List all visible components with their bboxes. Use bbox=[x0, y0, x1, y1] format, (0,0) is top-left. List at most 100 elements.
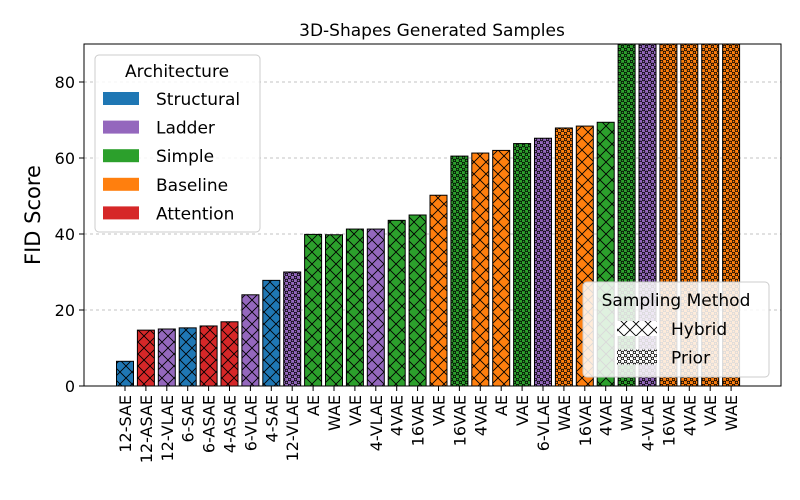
bar bbox=[262, 279, 281, 386]
legend-label: Structural bbox=[156, 90, 240, 110]
x-tick-label: 6-VLAE bbox=[241, 395, 260, 451]
bar bbox=[471, 152, 490, 386]
y-tick-label: 20 bbox=[55, 301, 75, 320]
x-tick-label: 6-SAE bbox=[179, 395, 198, 442]
legend-swatch bbox=[103, 92, 139, 105]
chart-title: 3D-Shapes Generated Samples bbox=[299, 21, 565, 41]
bar-hatch bbox=[534, 137, 552, 386]
bar-hatch bbox=[116, 360, 134, 386]
y-axis-label: FID Score bbox=[21, 165, 45, 265]
legend-sampling-title: Sampling Method bbox=[602, 291, 751, 311]
legend-pattern-swatch bbox=[617, 321, 657, 336]
x-tick-label: VAE bbox=[346, 395, 365, 426]
legend-label: Hybrid bbox=[671, 320, 727, 340]
x-tick-label: VAE bbox=[430, 395, 449, 426]
bar-hatch bbox=[241, 294, 260, 386]
x-tick-label: 4-VLAE bbox=[367, 395, 386, 451]
bar bbox=[513, 143, 532, 386]
bar bbox=[220, 321, 239, 386]
x-tick-label: 16VAE bbox=[659, 395, 678, 446]
bar bbox=[366, 228, 385, 386]
x-tick-label: 4VAE bbox=[597, 395, 616, 436]
bar-hatch bbox=[345, 228, 364, 386]
legend-label: Prior bbox=[671, 349, 710, 369]
y-tick-label: 0 bbox=[65, 377, 75, 396]
bar bbox=[199, 325, 218, 386]
bar-hatch bbox=[554, 127, 573, 386]
bar bbox=[178, 327, 197, 386]
y-tick-label: 60 bbox=[55, 149, 75, 168]
bar-hatch bbox=[429, 194, 448, 386]
legend-sampling: Sampling Method Hybrid Prior bbox=[582, 281, 770, 378]
x-tick-label: 6-ASAE bbox=[200, 395, 219, 453]
bar-hatch bbox=[408, 214, 427, 386]
y-tick-label: 40 bbox=[55, 225, 75, 244]
bar-hatch bbox=[304, 233, 323, 386]
x-tick-label: 4-VLAE bbox=[639, 395, 658, 451]
x-tick-label: 12-VLAE bbox=[158, 395, 177, 461]
bar-hatch bbox=[283, 271, 302, 386]
bar-hatch bbox=[199, 325, 218, 386]
y-axis: 0 20 40 60 80 bbox=[55, 73, 84, 396]
legend-label: Ladder bbox=[156, 119, 215, 139]
bar bbox=[429, 194, 448, 386]
legend-swatch bbox=[103, 120, 139, 134]
x-tick-label: AE bbox=[304, 395, 323, 416]
x-tick-label: VAE bbox=[701, 395, 720, 426]
x-tick-label: 16VAE bbox=[409, 395, 428, 446]
bar-hatch bbox=[325, 234, 343, 386]
x-tick-label: 12-VLAE bbox=[283, 395, 302, 461]
bar-hatch bbox=[262, 279, 281, 386]
bar bbox=[450, 155, 469, 386]
bar-hatch bbox=[450, 155, 469, 386]
legend-label: Simple bbox=[156, 147, 214, 167]
bar bbox=[136, 329, 155, 386]
bar-hatch bbox=[492, 149, 511, 386]
legend-architecture: Architecture Structural Ladder Simple Basel… bbox=[94, 54, 261, 233]
bar-hatch bbox=[178, 327, 197, 386]
bar-hatch bbox=[513, 143, 532, 386]
x-tick-label: 16VAE bbox=[450, 395, 469, 446]
bar bbox=[304, 233, 323, 386]
bar-hatch bbox=[471, 152, 490, 386]
bar bbox=[283, 271, 302, 386]
y-tick-label: 80 bbox=[55, 73, 75, 92]
bar-hatch bbox=[136, 329, 155, 386]
x-tick-label: 4VAE bbox=[680, 395, 699, 436]
x-tick-label: 4-ASAE bbox=[221, 395, 240, 453]
x-tick-label: 16VAE bbox=[576, 395, 595, 446]
bar bbox=[534, 137, 552, 386]
x-tick-label: 12-ASAE bbox=[137, 395, 156, 463]
legend-pattern-swatch bbox=[617, 349, 657, 365]
x-tick-label: VAE bbox=[513, 395, 532, 426]
x-tick-label: 6-VLAE bbox=[534, 395, 553, 451]
bar-hatch bbox=[220, 321, 239, 386]
legend-swatch bbox=[103, 177, 139, 191]
legend-swatch bbox=[103, 149, 139, 163]
bar bbox=[325, 234, 343, 386]
legend-swatch bbox=[103, 206, 139, 220]
x-tick-label: WAE bbox=[325, 395, 344, 431]
x-tick-label: 12-SAE bbox=[116, 395, 135, 453]
legend-label: Baseline bbox=[156, 176, 228, 196]
bar bbox=[157, 328, 176, 386]
bar-hatch bbox=[366, 228, 385, 386]
bar bbox=[492, 149, 511, 386]
bar-hatch bbox=[157, 328, 176, 386]
bar bbox=[241, 294, 260, 386]
x-axis: 12-SAE 12-ASAE 12-VLAE 6-SAE 6-ASAE 4-ASAE 6-V… bbox=[116, 386, 741, 463]
x-tick-label: 4-SAE bbox=[262, 395, 281, 442]
x-tick-label: 4VAE bbox=[471, 395, 490, 436]
bar bbox=[345, 228, 364, 386]
bar bbox=[554, 127, 573, 386]
x-tick-label: WAE bbox=[555, 395, 574, 431]
x-tick-label: AE bbox=[492, 395, 511, 416]
bar bbox=[408, 214, 427, 386]
x-tick-label: WAE bbox=[618, 395, 637, 431]
bar bbox=[116, 360, 134, 386]
bar-hatch bbox=[387, 219, 406, 386]
legend-label: Attention bbox=[156, 204, 234, 224]
x-tick-label: 4VAE bbox=[388, 395, 407, 436]
bar bbox=[387, 219, 406, 386]
